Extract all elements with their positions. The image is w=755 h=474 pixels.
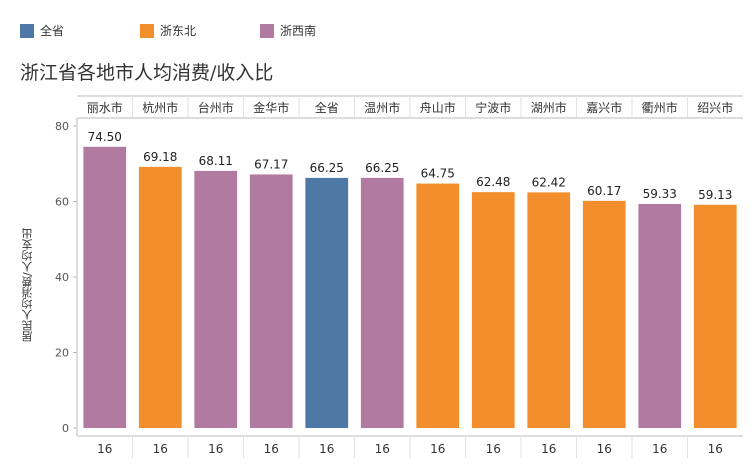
legend-swatch — [140, 23, 154, 38]
data-label: 68.11 — [199, 154, 233, 168]
footer-label: 16 — [264, 442, 279, 456]
legend: 全省 浙东北 浙西南 — [20, 22, 380, 39]
category-label: 金华市 — [253, 100, 289, 115]
legend-label: 浙西南 — [280, 24, 317, 38]
y-tick-label: 0 — [62, 422, 69, 435]
category-label: 温州市 — [364, 100, 400, 115]
footer-label: 16 — [430, 442, 445, 456]
bar — [638, 204, 682, 428]
category-label: 杭州市 — [142, 100, 178, 115]
bar — [83, 146, 127, 428]
category-label: 绍兴市 — [697, 100, 733, 115]
legend-swatch — [20, 23, 34, 38]
footer-label: 16 — [319, 442, 334, 456]
legend-item-northeast[interactable]: 浙东北 — [140, 22, 260, 39]
legend-item-province[interactable]: 全省 — [20, 22, 140, 39]
bar — [194, 170, 238, 428]
bar — [582, 200, 626, 428]
category-label: 全省 — [315, 100, 339, 115]
data-label: 69.18 — [143, 150, 177, 164]
data-label: 59.33 — [643, 187, 677, 201]
legend-item-southwest[interactable]: 浙西南 — [260, 22, 380, 39]
footer-label: 16 — [486, 442, 501, 456]
footer-label: 16 — [541, 442, 556, 456]
footer-label: 16 — [208, 442, 223, 456]
y-tick-label: 60 — [55, 196, 69, 209]
bar — [693, 204, 737, 428]
category-label: 宁波市 — [475, 100, 511, 115]
legend-label: 全省 — [40, 24, 65, 38]
data-label: 64.75 — [421, 167, 455, 181]
chart-title: 浙江省各地市人均消费/收入比 — [20, 62, 274, 84]
y-tick-label: 80 — [55, 120, 69, 133]
bar — [527, 192, 571, 428]
data-label: 67.17 — [254, 157, 288, 171]
data-label: 60.17 — [587, 184, 621, 198]
category-label: 嘉兴市 — [586, 100, 622, 115]
bar — [249, 174, 293, 428]
category-label: 湖州市 — [531, 100, 567, 115]
category-label: 丽水市 — [87, 100, 123, 115]
bar — [471, 192, 515, 428]
data-label: 62.42 — [532, 175, 566, 189]
footer-label: 16 — [153, 442, 168, 456]
data-label: 66.25 — [365, 161, 399, 175]
legend-swatch — [260, 23, 274, 38]
footer-label: 16 — [597, 442, 612, 456]
category-label: 台州市 — [198, 100, 234, 115]
bar — [138, 166, 182, 428]
bar — [360, 177, 404, 428]
data-label: 62.48 — [476, 175, 510, 189]
footer-label: 16 — [375, 442, 390, 456]
y-tick-label: 20 — [55, 347, 69, 360]
data-label: 59.13 — [698, 188, 732, 202]
legend-label: 浙东北 — [160, 24, 197, 38]
data-label: 66.25 — [310, 161, 344, 175]
category-label: 衢州市 — [642, 100, 678, 115]
footer-label: 16 — [97, 442, 112, 456]
footer-label: 16 — [708, 442, 723, 456]
bar — [416, 183, 460, 428]
y-tick-label: 40 — [55, 271, 69, 284]
category-label: 舟山市 — [420, 100, 456, 115]
footer-label: 16 — [652, 442, 667, 456]
bar — [305, 177, 349, 428]
data-label: 74.50 — [88, 130, 122, 144]
